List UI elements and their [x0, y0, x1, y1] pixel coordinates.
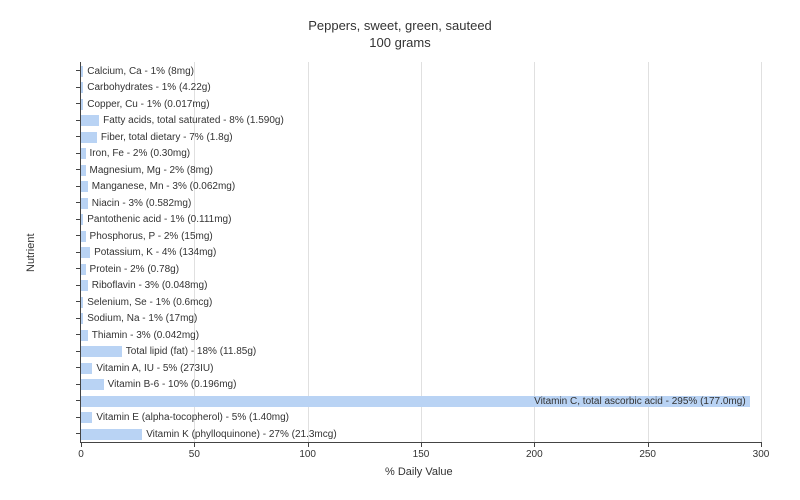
- x-axis-label: % Daily Value: [385, 466, 453, 478]
- nutrient-label: Riboflavin - 3% (0.048mg): [88, 280, 208, 291]
- nutrient-label: Fiber, total dietary - 7% (1.8g): [97, 132, 233, 143]
- x-tick-label: 100: [299, 449, 316, 460]
- nutrient-label: Calcium, Ca - 1% (8mg): [83, 66, 194, 77]
- bar-row: Vitamin A, IU - 5% (273IU): [81, 360, 213, 377]
- nutrient-bar: [81, 363, 92, 374]
- chart-title: Peppers, sweet, green, sauteed 100 grams: [0, 0, 800, 52]
- x-tick: [761, 442, 762, 447]
- gridline: [648, 62, 649, 442]
- x-tick-label: 50: [189, 449, 200, 460]
- x-tick: [194, 442, 195, 447]
- nutrient-label: Thiamin - 3% (0.042mg): [88, 330, 199, 341]
- nutrient-bar: [81, 330, 88, 341]
- x-tick-label: 250: [639, 449, 656, 460]
- gridline: [421, 62, 422, 442]
- bar-row: Iron, Fe - 2% (0.30mg): [81, 145, 190, 162]
- bar-row: Selenium, Se - 1% (0.6mcg): [81, 294, 212, 311]
- nutrient-label: Protein - 2% (0.78g): [86, 264, 180, 275]
- nutrient-label: Potassium, K - 4% (134mg): [90, 247, 216, 258]
- x-tick-label: 0: [78, 449, 84, 460]
- bar-row: Calcium, Ca - 1% (8mg): [81, 63, 194, 80]
- nutrient-label: Niacin - 3% (0.582mg): [88, 198, 191, 209]
- x-tick: [648, 442, 649, 447]
- nutrient-label: Fatty acids, total saturated - 8% (1.590…: [99, 115, 284, 126]
- bar-row: Potassium, K - 4% (134mg): [81, 244, 216, 261]
- gridline: [308, 62, 309, 442]
- bar-row: Fatty acids, total saturated - 8% (1.590…: [81, 112, 284, 129]
- title-line-2: 100 grams: [369, 35, 430, 50]
- nutrient-label: Vitamin C, total ascorbic acid - 295% (1…: [534, 396, 746, 407]
- nutrient-label: Phosphorus, P - 2% (15mg): [86, 231, 213, 242]
- y-axis-label: Nutrient: [25, 233, 37, 272]
- bar-row: Vitamin B-6 - 10% (0.196mg): [81, 376, 236, 393]
- bar-row: Carbohydrates - 1% (4.22g): [81, 79, 211, 96]
- nutrient-label: Sodium, Na - 1% (17mg): [83, 313, 197, 324]
- gridline: [761, 62, 762, 442]
- x-tick: [421, 442, 422, 447]
- nutrient-bar: [81, 247, 90, 258]
- bar-row: Fiber, total dietary - 7% (1.8g): [81, 129, 233, 146]
- bar-row: Copper, Cu - 1% (0.017mg): [81, 96, 210, 113]
- bar-row: Thiamin - 3% (0.042mg): [81, 327, 199, 344]
- nutrient-label: Vitamin K (phylloquinone) - 27% (21.3mcg…: [142, 429, 336, 440]
- nutrient-bar: [81, 115, 99, 126]
- nutrient-label: Vitamin A, IU - 5% (273IU): [92, 363, 213, 374]
- nutrient-bar: [81, 429, 142, 440]
- nutrient-bar: [81, 379, 104, 390]
- nutrient-label: Vitamin E (alpha-tocopherol) - 5% (1.40m…: [92, 412, 289, 423]
- x-tick-label: 200: [526, 449, 543, 460]
- x-tick: [308, 442, 309, 447]
- nutrient-bar: [81, 132, 97, 143]
- gridline: [534, 62, 535, 442]
- bar-row: Sodium, Na - 1% (17mg): [81, 310, 197, 327]
- plot-area: 050100150200250300Calcium, Ca - 1% (8mg)…: [80, 62, 761, 443]
- nutrient-bar: [81, 280, 88, 291]
- nutrient-label: Total lipid (fat) - 18% (11.85g): [122, 346, 256, 357]
- nutrient-bar: [81, 181, 88, 192]
- nutrient-bar: [81, 346, 122, 357]
- bar-row: Vitamin E (alpha-tocopherol) - 5% (1.40m…: [81, 409, 289, 426]
- bar-row: Phosphorus, P - 2% (15mg): [81, 228, 213, 245]
- nutrient-label: Manganese, Mn - 3% (0.062mg): [88, 181, 235, 192]
- bar-row: Manganese, Mn - 3% (0.062mg): [81, 178, 235, 195]
- bar-row: Pantothenic acid - 1% (0.111mg): [81, 211, 231, 228]
- nutrient-label: Pantothenic acid - 1% (0.111mg): [83, 214, 231, 225]
- bar-row: Vitamin K (phylloquinone) - 27% (21.3mcg…: [81, 426, 337, 443]
- chart-container: Peppers, sweet, green, sauteed 100 grams…: [0, 0, 800, 500]
- nutrient-label: Vitamin B-6 - 10% (0.196mg): [104, 379, 237, 390]
- x-tick-label: 150: [413, 449, 430, 460]
- bar-row: Magnesium, Mg - 2% (8mg): [81, 162, 213, 179]
- nutrient-bar: [81, 198, 88, 209]
- nutrient-label: Selenium, Se - 1% (0.6mcg): [83, 297, 212, 308]
- nutrient-label: Iron, Fe - 2% (0.30mg): [86, 148, 191, 159]
- nutrient-label: Carbohydrates - 1% (4.22g): [83, 82, 210, 93]
- bar-row: Vitamin C, total ascorbic acid - 295% (1…: [81, 393, 750, 410]
- x-tick-label: 300: [753, 449, 770, 460]
- bar-row: Riboflavin - 3% (0.048mg): [81, 277, 207, 294]
- title-line-1: Peppers, sweet, green, sauteed: [308, 18, 492, 33]
- bar-row: Protein - 2% (0.78g): [81, 261, 179, 278]
- nutrient-label: Copper, Cu - 1% (0.017mg): [83, 99, 209, 110]
- x-tick: [534, 442, 535, 447]
- nutrient-label: Magnesium, Mg - 2% (8mg): [86, 165, 213, 176]
- x-tick: [81, 442, 82, 447]
- bar-row: Niacin - 3% (0.582mg): [81, 195, 191, 212]
- nutrient-bar: [81, 412, 92, 423]
- bar-row: Total lipid (fat) - 18% (11.85g): [81, 343, 256, 360]
